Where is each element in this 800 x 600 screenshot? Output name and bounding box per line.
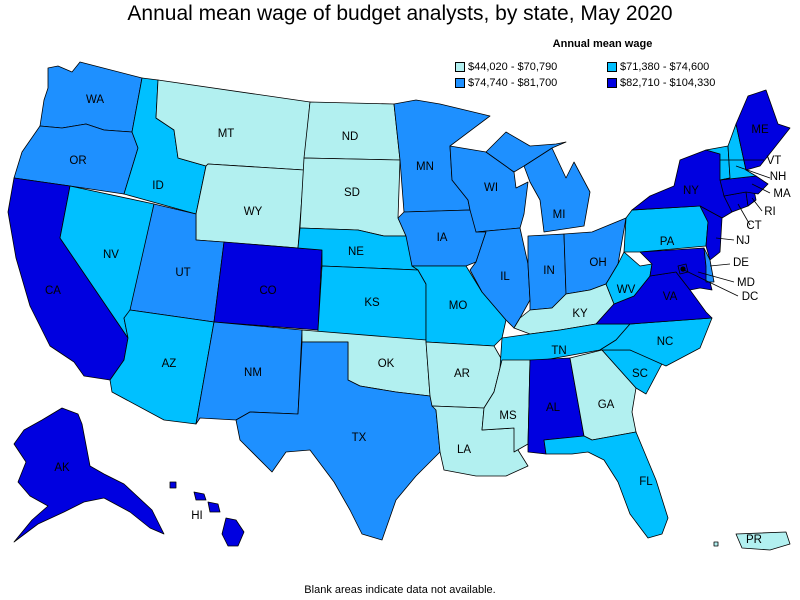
state-label-NM: NM [244,367,262,379]
state-label-PA: PA [660,236,675,248]
legend-label: $71,380 - $74,600 [620,61,710,73]
state-MI[interactable] [523,147,591,233]
legend-swatch [455,62,465,72]
state-label-VT: VT [767,155,782,167]
leader-line-DC [683,269,739,297]
state-TX[interactable] [235,341,441,541]
state-HI[interactable] [207,501,221,513]
state-label-DE: DE [733,257,749,269]
leader-line-CT [737,203,751,226]
state-label-IA: IA [437,232,448,244]
legend-swatch [607,62,617,72]
state-label-AL: AL [546,402,561,414]
footnote: Blank areas indicate data not available. [304,584,496,596]
state-PR[interactable] [713,541,719,547]
state-label-OH: OH [589,257,606,269]
state-label-NY: NY [683,185,699,197]
map-title: Annual mean wage of budget analysts, by … [127,2,673,25]
state-HI-group [169,481,245,547]
state-label-ID: ID [152,180,164,192]
state-label-GA: GA [598,399,615,411]
leader-line-MD [697,271,735,283]
leader-line-RI [751,197,763,212]
state-label-DC: DC [742,291,759,303]
state-label-LA: LA [457,444,471,456]
state-label-WV: WV [617,284,636,296]
legend-entry-bin-4: $82,710 - $104,330 [607,76,757,90]
state-label-OK: OK [378,358,395,370]
state-label-WA: WA [86,94,104,106]
state-label-SC: SC [632,368,648,380]
leader-line-MA [751,183,771,194]
state-MT[interactable] [155,79,311,171]
state-label-NE: NE [348,246,364,258]
state-HI[interactable] [193,491,207,501]
dc-marker [680,266,686,272]
state-label-MI: MI [553,209,566,221]
legend-label: $74,740 - $81,700 [468,77,558,89]
leader-line-DE [709,263,731,267]
legend-label: $82,710 - $104,330 [620,77,716,89]
state-label-CO: CO [259,285,276,297]
state-label-KS: KS [364,297,380,309]
state-label-MO: MO [449,300,468,312]
state-AK[interactable] [13,407,165,543]
state-NC[interactable] [599,317,713,367]
state-label-PR: PR [746,534,762,546]
state-label-CT: CT [746,220,761,232]
state-label-WI: WI [484,182,498,194]
state-label-AZ: AZ [162,358,177,370]
state-label-RI: RI [764,206,776,218]
state-label-MD: MD [737,277,755,289]
state-label-OR: OR [69,155,86,167]
state-label-IL: IL [500,271,510,283]
state-FL[interactable] [543,431,669,539]
state-label-NH: NH [770,171,787,183]
legend-label: $44,020 - $70,790 [468,61,558,73]
state-label-ME: ME [751,124,769,136]
state-label-KY: KY [572,308,588,320]
legend-swatch [455,78,465,88]
state-HI[interactable] [169,481,177,489]
state-label-WY: WY [244,206,263,218]
state-label-MA: MA [773,188,791,200]
leader-line-NH [735,165,771,179]
state-label-VA: VA [663,291,678,303]
state-HI[interactable] [221,517,245,547]
state-label-UT: UT [175,267,190,279]
state-DE[interactable] [703,247,715,283]
state-label-TX: TX [352,432,367,444]
legend-swatch [607,78,617,88]
state-label-TN: TN [551,345,566,357]
state-label-NV: NV [103,249,119,261]
state-PR-group [713,531,791,551]
state-label-CA: CA [45,285,61,297]
leader-line-NJ [715,237,735,241]
state-MI-UP[interactable] [485,131,567,173]
legend-entry-bin-1: $44,020 - $70,790 [455,60,607,74]
state-label-MT: MT [218,128,235,140]
state-label-MS: MS [499,410,517,422]
state-label-IN: IN [543,265,555,277]
legend: Annual mean wage $44,020 - $70,790 $71,3… [455,38,755,90]
state-label-FL: FL [639,476,653,488]
state-label-HI: HI [191,510,203,522]
state-label-SD: SD [344,187,360,199]
state-label-MN: MN [416,161,434,173]
state-PR[interactable] [735,531,791,551]
legend-entry-bin-3: $74,740 - $81,700 [455,76,607,90]
state-label-AR: AR [454,368,470,380]
state-label-NC: NC [657,336,674,348]
legend-entry-bin-2: $71,380 - $74,600 [607,60,757,74]
state-label-NJ: NJ [736,235,750,247]
state-label-AK: AK [54,462,70,474]
state-label-ND: ND [342,131,359,143]
state-ME[interactable] [735,89,791,171]
legend-title: Annual mean wage [552,38,653,50]
